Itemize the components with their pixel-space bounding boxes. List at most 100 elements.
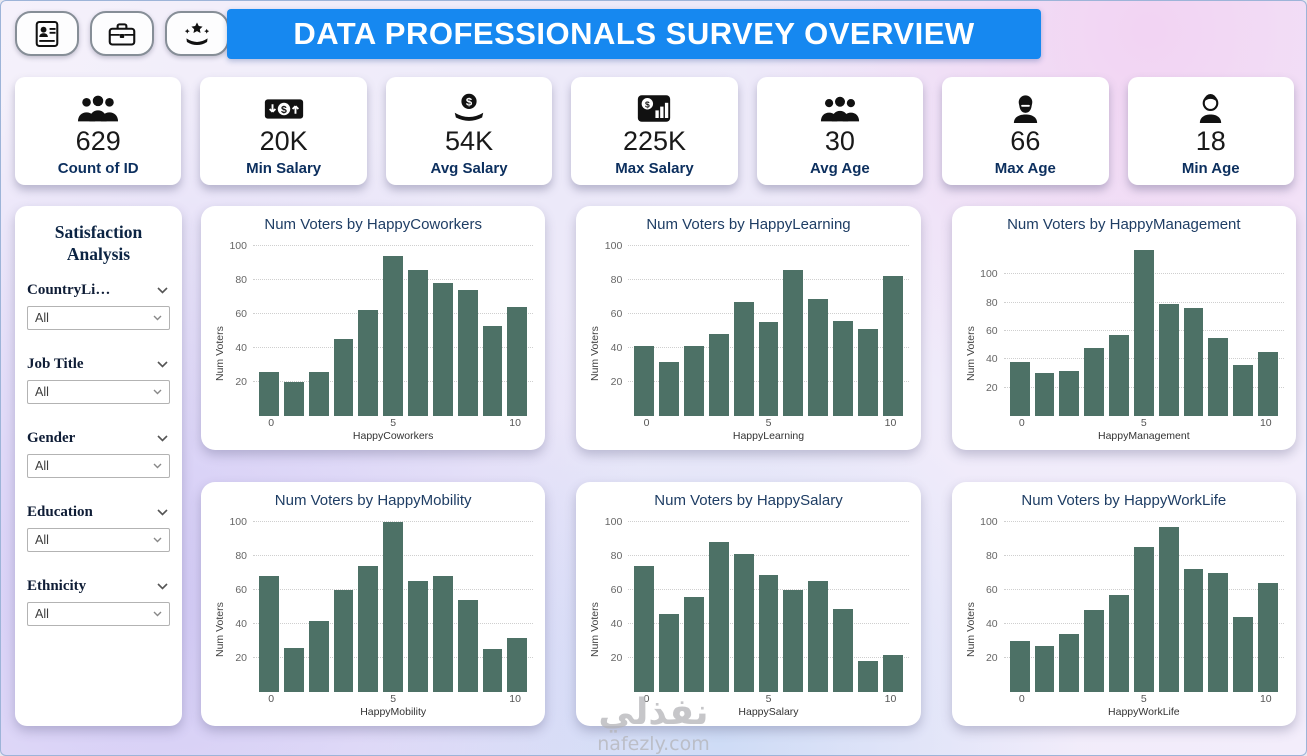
bar-x5[interactable] bbox=[1133, 547, 1154, 692]
bar-x0[interactable] bbox=[1009, 362, 1030, 416]
bar-x9[interactable] bbox=[1233, 617, 1254, 692]
collapse-chevron-icon[interactable] bbox=[155, 581, 170, 592]
bar-x2[interactable] bbox=[308, 620, 329, 692]
bar-x8[interactable] bbox=[1208, 338, 1229, 416]
chart-title: Num Voters by HappyWorkLife bbox=[1021, 492, 1227, 509]
bar-x2[interactable] bbox=[308, 371, 329, 416]
kpi-value: 18 bbox=[1195, 125, 1226, 156]
x-tick-label: 10 bbox=[884, 417, 897, 429]
filter-label: Education bbox=[27, 503, 93, 520]
dropdown-chevron-icon bbox=[153, 611, 162, 617]
collapse-chevron-icon[interactable] bbox=[155, 285, 170, 296]
bar-x6[interactable] bbox=[1158, 526, 1179, 692]
bar-x10[interactable] bbox=[1258, 583, 1278, 692]
bar-x10[interactable] bbox=[507, 307, 528, 416]
bar-x7[interactable] bbox=[808, 298, 829, 416]
bar-x4[interactable] bbox=[358, 566, 379, 692]
bar-x7[interactable] bbox=[432, 576, 453, 692]
bar-x1[interactable] bbox=[283, 381, 304, 416]
collapse-chevron-icon[interactable] bbox=[155, 433, 170, 444]
bar-x5[interactable] bbox=[758, 574, 779, 692]
resume-button[interactable] bbox=[15, 11, 79, 56]
bar-x0[interactable] bbox=[634, 346, 655, 416]
bar-x4[interactable] bbox=[1109, 595, 1129, 692]
bar-x2[interactable] bbox=[684, 596, 704, 692]
filter-select-education[interactable]: All bbox=[27, 527, 170, 552]
bar-x1[interactable] bbox=[1034, 646, 1055, 692]
bar-x3[interactable] bbox=[333, 589, 354, 692]
filter-select-gender[interactable]: All bbox=[27, 453, 170, 478]
filter-select-job-title[interactable]: All bbox=[27, 379, 170, 404]
collapse-chevron-icon[interactable] bbox=[155, 359, 170, 370]
briefcase-button[interactable] bbox=[90, 11, 154, 56]
bar-x2[interactable] bbox=[684, 346, 704, 416]
x-tick-label: 0 bbox=[1018, 417, 1025, 429]
bar-x0[interactable] bbox=[259, 371, 279, 416]
bar-x9[interactable] bbox=[1233, 364, 1254, 416]
kpi-max-age: 66 Max Age bbox=[942, 77, 1109, 185]
bar-x8[interactable] bbox=[457, 290, 478, 416]
bar-x9[interactable] bbox=[857, 661, 878, 692]
bar-x8[interactable] bbox=[833, 608, 853, 692]
bar-x5[interactable] bbox=[383, 256, 404, 416]
bar-x9[interactable] bbox=[482, 325, 503, 416]
bar-x1[interactable] bbox=[659, 361, 680, 416]
bar-x3[interactable] bbox=[1084, 347, 1105, 416]
bar-x8[interactable] bbox=[833, 320, 853, 416]
bar-x3[interactable] bbox=[708, 334, 729, 416]
bar-x5[interactable] bbox=[383, 521, 404, 692]
bar-x0[interactable] bbox=[634, 566, 655, 692]
collapse-chevron-icon[interactable] bbox=[155, 507, 170, 518]
y-tick-label: 60 bbox=[235, 307, 247, 320]
bar-x1[interactable] bbox=[283, 647, 304, 692]
bar-x0[interactable] bbox=[259, 576, 279, 692]
filter-select-country[interactable]: All bbox=[27, 305, 170, 330]
y-tick-label: 40 bbox=[985, 617, 998, 630]
bar-x4[interactable] bbox=[733, 554, 754, 692]
bar-x5[interactable] bbox=[1133, 250, 1154, 416]
bar-x6[interactable] bbox=[1158, 303, 1179, 416]
filter-panel-title: Satisfaction Analysis bbox=[54, 222, 143, 264]
bar-x4[interactable] bbox=[733, 301, 754, 416]
x-tick-label: 0 bbox=[643, 417, 650, 429]
bar-x6[interactable] bbox=[783, 589, 804, 692]
x-axis-title: HappyMobility bbox=[360, 706, 427, 718]
kpi-value: 54K bbox=[445, 125, 494, 156]
header-nav bbox=[15, 11, 229, 56]
bar-x3[interactable] bbox=[708, 542, 729, 692]
rating-hand-icon bbox=[184, 22, 210, 45]
bar-x9[interactable] bbox=[482, 649, 503, 692]
bar-x6[interactable] bbox=[408, 581, 428, 692]
bar-x7[interactable] bbox=[1183, 569, 1204, 692]
bar-x10[interactable] bbox=[1258, 352, 1278, 416]
gridline bbox=[628, 554, 909, 556]
chart-happysalary: Num Voters by HappySalary Num Voters 20 4… bbox=[576, 482, 921, 726]
bar-x2[interactable] bbox=[1059, 370, 1080, 416]
bar-x4[interactable] bbox=[1109, 335, 1129, 416]
bar-x7[interactable] bbox=[432, 283, 453, 416]
bar-x10[interactable] bbox=[882, 276, 903, 416]
bar-x10[interactable] bbox=[507, 637, 528, 692]
bar-x3[interactable] bbox=[333, 339, 354, 416]
bar-x2[interactable] bbox=[1059, 634, 1080, 692]
chart-title: Num Voters by HappyCoworkers bbox=[264, 216, 482, 233]
bar-x8[interactable] bbox=[1208, 572, 1229, 692]
bar-x7[interactable] bbox=[1183, 308, 1204, 416]
bar-x4[interactable] bbox=[358, 310, 379, 416]
x-tick-label: 0 bbox=[643, 693, 650, 705]
bar-x8[interactable] bbox=[457, 600, 478, 692]
x-axis: 0 5 10 bbox=[628, 692, 908, 706]
bar-x10[interactable] bbox=[882, 654, 903, 692]
bar-x6[interactable] bbox=[408, 269, 428, 416]
bar-x7[interactable] bbox=[808, 581, 829, 692]
rating-button[interactable] bbox=[165, 11, 229, 56]
bar-x9[interactable] bbox=[857, 329, 878, 416]
bar-x1[interactable] bbox=[1034, 373, 1055, 416]
bar-x5[interactable] bbox=[758, 322, 779, 416]
bar-x3[interactable] bbox=[1084, 610, 1105, 692]
bar-x0[interactable] bbox=[1009, 640, 1030, 692]
filter-select-ethnicity[interactable]: All bbox=[27, 601, 170, 626]
bar-x6[interactable] bbox=[783, 269, 804, 416]
dropdown-chevron-icon bbox=[153, 315, 162, 321]
bar-x1[interactable] bbox=[659, 613, 680, 692]
